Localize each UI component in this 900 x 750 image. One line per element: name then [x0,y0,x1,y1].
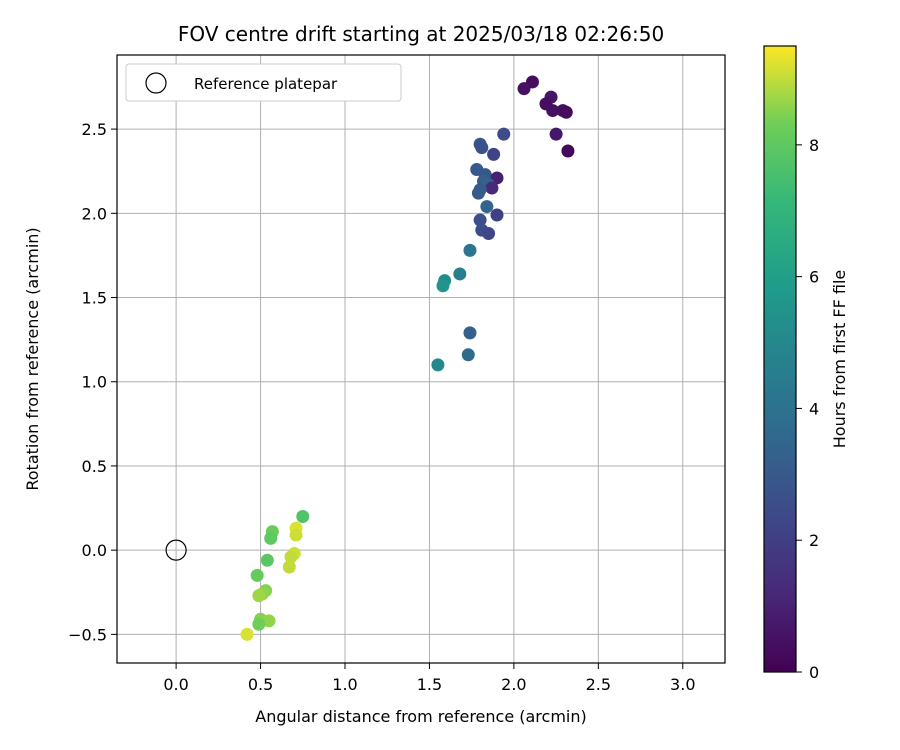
reference-marker [165,539,187,561]
y-tick-label: 2.0 [82,204,107,223]
x-tick-label: 1.5 [417,675,442,694]
data-point [252,617,266,631]
data-point [485,181,499,195]
data-point [463,326,477,340]
data-point [490,208,504,222]
x-tick-label: 2.5 [586,675,611,694]
y-tick-label: −0.5 [68,625,107,644]
x-tick-label: 2.0 [501,675,526,694]
data-point [487,147,501,161]
colorbar-gradient [763,45,797,673]
data-point [262,614,276,628]
x-tick-label: 0.0 [163,675,188,694]
colorbar-tick-label: 6 [809,268,819,287]
x-tick-label: 1.0 [332,675,357,694]
x-tick-label: 3.0 [670,675,695,694]
data-point [461,348,475,362]
data-point [546,104,560,118]
data-point [549,127,563,141]
data-point [473,213,487,227]
y-axis-ticks: −0.5 0.0 0.5 1.0 1.5 2.0 2.5 [68,120,117,644]
data-point [284,550,298,564]
legend: Reference platepar [125,63,402,102]
data-point [497,127,511,141]
data-point [475,141,489,155]
data-point [250,568,264,582]
data-point [480,200,494,214]
y-tick-label: 0.5 [82,457,107,476]
colorbar-tick-label: 0 [809,663,819,682]
data-points [240,75,575,641]
grid-lines [117,55,725,663]
data-point [463,243,477,257]
colorbar-tick-label: 8 [809,136,819,155]
colorbar-title: Hours from first FF file [830,270,849,449]
data-point [289,528,303,542]
colorbar-tick-label: 4 [809,399,819,418]
data-point [471,186,485,200]
data-point [296,509,310,523]
data-point [436,279,450,293]
x-axis-ticks: 0.0 0.5 1.0 1.5 2.0 2.5 3.0 [163,663,696,694]
reference-marker-layer [165,539,187,561]
data-point [559,105,573,119]
colorbar: 0 2 4 6 8 Hours from first FF file [763,45,849,682]
legend-marker-circle [145,72,167,94]
y-tick-label: 1.0 [82,373,107,392]
y-axis-title: Rotation from reference (arcmin) [23,227,42,490]
data-point [453,267,467,281]
legend-label: Reference platepar [194,75,338,93]
data-point [561,144,575,158]
data-point [482,227,496,241]
y-tick-label: 1.5 [82,289,107,308]
data-point [282,560,296,574]
x-axis-title: Angular distance from reference (arcmin) [255,707,586,726]
data-point [252,589,266,603]
data-point [264,531,278,545]
data-point [240,627,254,641]
y-tick-label: 0.0 [82,541,107,560]
colorbar-tick-label: 2 [809,531,819,550]
plot-area [117,55,725,663]
colorbar-ticks: 0 2 4 6 8 [796,136,819,682]
plot-frame [116,54,726,664]
data-point [260,553,274,567]
chart-title: FOV centre drift starting at 2025/03/18 … [178,22,664,46]
legend-box [125,63,402,102]
y-tick-label: 2.5 [82,120,107,139]
data-point [431,358,445,372]
data-point [517,82,531,96]
x-tick-label: 0.5 [248,675,273,694]
